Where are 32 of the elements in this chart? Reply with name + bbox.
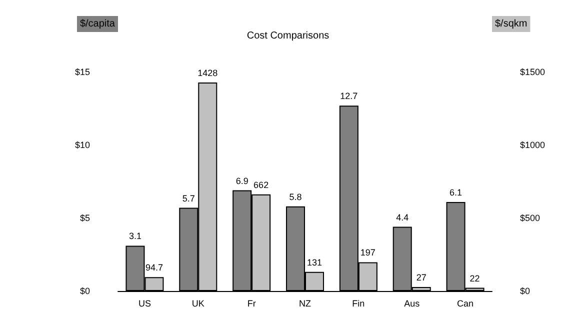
y-tick-label: $10 [74, 140, 90, 150]
x-tick-label: UK [192, 298, 204, 308]
data-label: 27 [416, 272, 426, 283]
data-label: 6.9 [236, 176, 248, 186]
data-label: 94.7 [145, 262, 163, 273]
x-tick-label: Fr [247, 298, 256, 308]
y2-tick-label: $1000 [520, 140, 546, 150]
y-tick-label: $5 [80, 213, 90, 223]
data-label: 5.7 [182, 193, 195, 204]
x-tick-label: US [138, 298, 151, 308]
chart-title: Cost Comparisons [246, 30, 330, 42]
x-tick-label: Fin [352, 298, 365, 308]
x-tick-label: Aus [404, 298, 420, 308]
data-label: 6.1 [450, 187, 462, 198]
data-label: 5.8 [289, 192, 302, 202]
data-label: 197 [360, 248, 376, 258]
data-label: 22 [470, 273, 480, 284]
y2-tick-label: $0 [520, 286, 530, 296]
y2-axis-title: $/sqkm [495, 18, 528, 30]
x-tick-label: Can [457, 298, 474, 308]
x-tick-label: NZ [299, 298, 312, 308]
y2-tick-label: $1500 [520, 67, 546, 77]
y-tick-label: $15 [74, 67, 90, 77]
y-axis-title: $/capita [80, 18, 116, 30]
data-label: 4.4 [396, 212, 409, 222]
data-label: 131 [306, 257, 322, 268]
data-label: 662 [254, 180, 269, 190]
data-label: 12.7 [340, 91, 358, 102]
data-label: 1428 [198, 68, 218, 78]
data-label: 3.1 [128, 231, 142, 242]
y2-tick-label: $500 [520, 213, 540, 223]
y-tick-label: $0 [80, 286, 90, 296]
